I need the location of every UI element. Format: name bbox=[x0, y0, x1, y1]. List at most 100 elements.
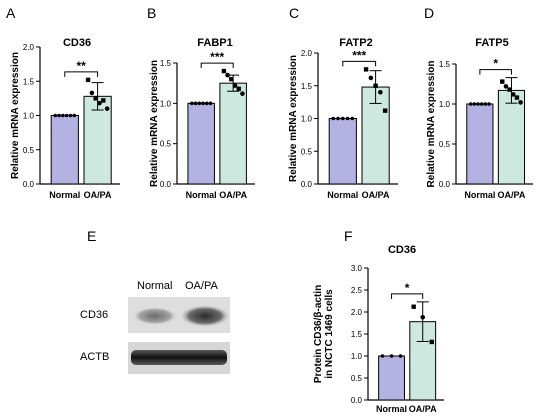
data-point-b-normal bbox=[208, 101, 213, 106]
data-point-d-oapa bbox=[510, 92, 516, 97]
data-point-d-oapa bbox=[507, 87, 512, 92]
data-point-f-normal bbox=[389, 354, 394, 358]
y-axis-label-b: Relative mRNA expression bbox=[149, 60, 160, 187]
y-tick-label-a: 0.5 bbox=[23, 146, 35, 155]
data-point-b-oapa bbox=[229, 76, 234, 82]
chart-title-f: CD36 bbox=[388, 244, 416, 256]
blot-column-normal: Normal bbox=[137, 280, 172, 292]
y-axis-label-line: in NCTC 1469 cells bbox=[324, 289, 335, 379]
category-label-a: OA/PA bbox=[84, 190, 112, 200]
bar-a-oapa bbox=[83, 95, 112, 185]
category-label-c: OA/PA bbox=[362, 190, 390, 200]
significance-label-c: *** bbox=[352, 48, 366, 62]
y-tick-label-d: 1.0 bbox=[439, 100, 451, 109]
y-tick-label-c: 1.0 bbox=[301, 115, 313, 124]
data-point-d-normal bbox=[472, 102, 477, 106]
significance-label-b: *** bbox=[210, 50, 224, 64]
data-point-a-oapa bbox=[93, 96, 98, 101]
category-label-f: OA/PA bbox=[409, 404, 437, 414]
significance-label-f: * bbox=[405, 281, 410, 295]
bar-b-normal bbox=[187, 102, 215, 185]
y-tick-label-d: 1.5 bbox=[439, 60, 451, 69]
data-point-a-normal bbox=[57, 113, 61, 118]
data-point-f-oapa bbox=[420, 314, 426, 320]
data-point-b-oapa bbox=[236, 86, 241, 92]
significance-label-a: ** bbox=[77, 59, 87, 73]
actb-band bbox=[131, 350, 227, 365]
chart-title-b: FABP1 bbox=[197, 37, 232, 49]
category-label-f: Normal bbox=[376, 404, 407, 414]
cd36-band-oapa bbox=[180, 305, 230, 327]
y-tick-label-c: 2.0 bbox=[301, 49, 313, 58]
data-point-b-normal bbox=[197, 101, 202, 106]
y-tick-label-f: 3.0 bbox=[351, 264, 363, 273]
data-point-b-oapa bbox=[221, 68, 227, 74]
category-label-c: Normal bbox=[327, 190, 358, 200]
y-axis-label-line: Relative mRNA expression bbox=[10, 52, 21, 179]
data-point-f-normal bbox=[398, 354, 403, 358]
category-label-b: OA/PA bbox=[219, 190, 247, 200]
data-point-b-normal bbox=[204, 101, 209, 106]
panel-letter-d: D bbox=[424, 5, 434, 21]
chart-panel-b: B FABP1 Relative mRNA expression 0.0 0.5 1.0 1… bbox=[147, 5, 255, 200]
category-label-d: OA/PA bbox=[498, 190, 526, 200]
data-point-b-oapa bbox=[240, 91, 245, 96]
y-tick-label-d: 0.5 bbox=[439, 140, 451, 149]
data-point-c-oapa bbox=[382, 108, 388, 113]
western-blot-panel: E Normal OA/PA CD36 ACTB bbox=[80, 228, 230, 374]
data-point-a-oapa bbox=[97, 100, 102, 106]
chart-title-c: FATP2 bbox=[339, 37, 372, 49]
category-label-a: Normal bbox=[49, 190, 80, 200]
data-point-a-normal bbox=[68, 113, 73, 118]
y-axis-label-line: Relative mRNA expression bbox=[426, 61, 437, 188]
bar-a-normal bbox=[50, 115, 79, 185]
data-point-c-normal bbox=[331, 116, 336, 121]
data-point-d-normal bbox=[487, 102, 491, 106]
data-point-a-oapa bbox=[85, 77, 91, 83]
data-point-a-oapa bbox=[104, 106, 110, 111]
y-tick-label-f: 2.5 bbox=[351, 286, 363, 295]
data-point-a-normal bbox=[61, 113, 65, 118]
significance-bracket-a bbox=[64, 71, 99, 77]
y-tick-label-a: 0.0 bbox=[23, 180, 35, 189]
y-tick-label-c: 0.0 bbox=[301, 180, 313, 189]
panel-letter-e: E bbox=[87, 228, 96, 244]
bar-b-oapa bbox=[219, 82, 247, 185]
data-point-a-oapa bbox=[101, 98, 106, 103]
data-point-c-normal bbox=[336, 116, 340, 121]
data-point-b-oapa bbox=[232, 83, 238, 88]
data-point-a-oapa bbox=[89, 90, 95, 96]
data-point-b-oapa bbox=[225, 72, 230, 78]
y-axis-label-d: Relative mRNA expression bbox=[426, 61, 437, 188]
y-tick-label-f: 1.0 bbox=[351, 352, 363, 361]
significance-bracket-b bbox=[200, 62, 234, 69]
y-tick-label-c: 1.5 bbox=[301, 82, 313, 91]
data-point-a-normal bbox=[72, 113, 77, 118]
data-point-c-normal bbox=[350, 116, 355, 121]
y-tick-label-b: 1.0 bbox=[160, 99, 172, 108]
blot-column-oapa: OA/PA bbox=[185, 280, 218, 292]
y-tick-label-b: 1.5 bbox=[160, 59, 172, 68]
significance-bracket-c bbox=[342, 60, 377, 67]
blot-row-actb: ACTB bbox=[80, 351, 109, 363]
significance-bracket-d bbox=[479, 69, 512, 75]
significance-bracket-f bbox=[391, 293, 424, 299]
panel-letter-c: C bbox=[289, 5, 299, 21]
data-point-c-oapa bbox=[378, 90, 383, 95]
y-tick-label-f: 1.5 bbox=[351, 330, 363, 339]
y-axis-label-a: Relative mRNA expression bbox=[10, 52, 21, 179]
y-tick-label-b: 0.0 bbox=[160, 180, 172, 189]
bar-d-normal bbox=[466, 103, 494, 185]
data-point-b-normal bbox=[193, 101, 198, 106]
data-point-b-normal bbox=[190, 101, 194, 106]
data-point-f-normal bbox=[380, 354, 385, 358]
chart-panel-d: D FATP5 Relative mRNA expression 0.0 0.5 1.0 1… bbox=[424, 5, 533, 200]
y-tick-label-c: 0.5 bbox=[301, 147, 313, 156]
data-point-d-normal bbox=[479, 102, 484, 106]
category-label-b: Normal bbox=[186, 190, 217, 200]
bar-d-oapa bbox=[497, 89, 526, 185]
cd36-band-normal bbox=[133, 307, 177, 325]
chart-title-a: CD36 bbox=[63, 37, 91, 49]
y-tick-label-d: 0.0 bbox=[439, 180, 451, 189]
category-label-d: Normal bbox=[464, 190, 495, 200]
